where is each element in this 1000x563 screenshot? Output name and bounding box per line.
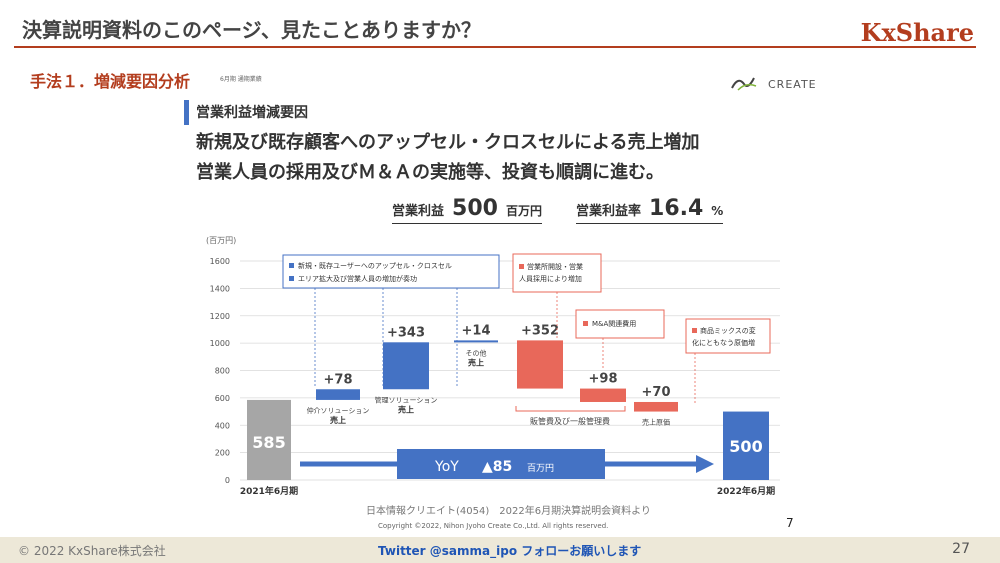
annotation-red-bullet bbox=[519, 264, 524, 269]
yoy-value: ▲85 bbox=[482, 459, 512, 475]
subheading-marker bbox=[184, 100, 189, 125]
kpi-op-unit: 百万円 bbox=[505, 204, 542, 218]
page-number: 27 bbox=[952, 541, 970, 557]
kpi-margin-value: 16.4 bbox=[649, 196, 704, 221]
kpi-margin-label: 営業利益率 bbox=[576, 204, 642, 219]
annotation-red3-line2: 化にともなう原価増 bbox=[692, 338, 755, 347]
x-label-step-sub: 売上 bbox=[468, 357, 484, 367]
subheading: 営業利益増減要因 bbox=[196, 105, 308, 121]
waterfall-chart: (百万円) 0 200 400 600 800 1000 1200 1400 1600 585 202… bbox=[206, 236, 780, 497]
kpi-op-label: 営業利益 bbox=[392, 204, 445, 219]
annotation-blue-bullet bbox=[289, 263, 294, 268]
y-tick-label: 600 bbox=[215, 394, 230, 403]
sga-bracket bbox=[515, 406, 626, 412]
brand-logo: KxShare bbox=[860, 18, 974, 47]
x-label-start: 2021年6月期 bbox=[240, 485, 298, 497]
y-tick-label: 1200 bbox=[210, 312, 230, 321]
bar-step-delta: +352 bbox=[521, 323, 559, 338]
section-subtext: 6月期 通期業績 bbox=[220, 76, 262, 83]
bar-start bbox=[247, 399, 291, 480]
y-tick-label: 400 bbox=[215, 421, 230, 430]
slide-title: 決算説明資料のこのページ、見たことありますか？ bbox=[22, 18, 481, 42]
annotation-red-box-3 bbox=[685, 318, 771, 354]
annotation-red1-line1: 営業所開設・営業 bbox=[527, 262, 583, 271]
yoy-label: YoY bbox=[434, 459, 459, 475]
y-tick-label: 800 bbox=[215, 367, 230, 376]
y-axis-unit: (百万円) bbox=[206, 236, 236, 245]
x-label-step: 仲介ソリューション bbox=[307, 406, 370, 415]
bar-step bbox=[634, 401, 678, 412]
x-label-step: 売上原価 bbox=[642, 418, 670, 427]
bar-start-value: 585 bbox=[252, 433, 285, 452]
inner-page-number: 7 bbox=[786, 516, 794, 530]
annotation-red-box-2 bbox=[575, 309, 665, 339]
bar-step bbox=[316, 389, 360, 400]
footer-copyright: © 2022 KxShare株式会社 bbox=[18, 544, 166, 558]
footer-twitter-link[interactable]: Twitter @samma_ipo フォローお願いします bbox=[378, 544, 642, 558]
bar-end bbox=[723, 411, 769, 480]
sga-group-label: 販管費及び一般管理費 bbox=[530, 416, 610, 426]
bar-step-delta: +78 bbox=[324, 372, 353, 387]
annotation-red1-line2: 人員採用により増加 bbox=[519, 274, 582, 283]
x-label-step: 管理ソリューション bbox=[375, 395, 438, 404]
headline-line-2: 営業人員の採用及びＭ＆Ａの実施等、投資も順調に進む。 bbox=[196, 162, 664, 183]
kpi-margin-unit: % bbox=[711, 204, 724, 218]
bar-step-delta: +14 bbox=[462, 323, 491, 338]
yoy-unit: 百万円 bbox=[527, 463, 554, 474]
source-note: 日本情報クリエイト(4054) 2022年6月期決算説明会資料より bbox=[366, 506, 651, 517]
title-divider bbox=[14, 46, 976, 48]
annotation-red-box-1 bbox=[512, 253, 602, 293]
annotation-red-bullet bbox=[583, 321, 588, 326]
y-tick-label: 1600 bbox=[210, 257, 230, 266]
annotation-red-bullet bbox=[692, 328, 697, 333]
create-logo-text: CREATE bbox=[768, 78, 817, 91]
section-heading: 手法１．増減要因分析 bbox=[30, 72, 191, 91]
yoy-box bbox=[397, 449, 605, 479]
x-label-step: その他 bbox=[466, 348, 487, 357]
kpi-margin: 営業利益率 16.4 % bbox=[576, 196, 724, 224]
y-tick-label: 1000 bbox=[210, 339, 230, 348]
yoy-arrow-head bbox=[696, 455, 714, 473]
annotation-blue-line1: 新規・既存ユーザーへのアップセル・クロスセル bbox=[298, 261, 452, 270]
create-logo-icon bbox=[731, 77, 757, 91]
x-label-step-sub: 売上 bbox=[330, 415, 346, 425]
bar-step bbox=[454, 340, 498, 343]
annotation-red2-text: M&A関連費用 bbox=[592, 319, 636, 328]
bar-step bbox=[383, 342, 429, 390]
annotation-blue-line2: エリア拡大及び営業人員の増加が奏功 bbox=[298, 274, 417, 283]
footer-bar bbox=[0, 537, 1000, 563]
y-tick-label: 200 bbox=[215, 449, 230, 458]
annotation-blue-bullet bbox=[289, 276, 294, 281]
bar-step bbox=[517, 340, 563, 389]
kpi-operating-profit: 営業利益 500 百万円 bbox=[392, 196, 542, 224]
kpi-op-value: 500 bbox=[452, 196, 498, 221]
annotation-red3-line1: 商品ミックスの変 bbox=[700, 326, 756, 335]
bar-step-delta: +70 bbox=[642, 385, 671, 400]
bar-end-value: 500 bbox=[729, 437, 762, 456]
y-tick-label: 0 bbox=[225, 476, 230, 485]
bar-step bbox=[580, 388, 626, 402]
headline-line-1: 新規及び既存顧客へのアップセル・クロスセルによる売上増加 bbox=[196, 132, 700, 153]
x-label-end: 2022年6月期 bbox=[717, 485, 775, 497]
annotation-blue-box bbox=[282, 254, 500, 289]
bar-step-delta: +98 bbox=[589, 372, 618, 387]
bar-step-delta: +343 bbox=[387, 325, 425, 340]
copyright-note: Copyright ©2022, Nihon Jyoho Create Co.,… bbox=[378, 522, 609, 530]
y-tick-label: 1400 bbox=[210, 284, 230, 293]
x-label-step-sub: 売上 bbox=[398, 404, 414, 414]
